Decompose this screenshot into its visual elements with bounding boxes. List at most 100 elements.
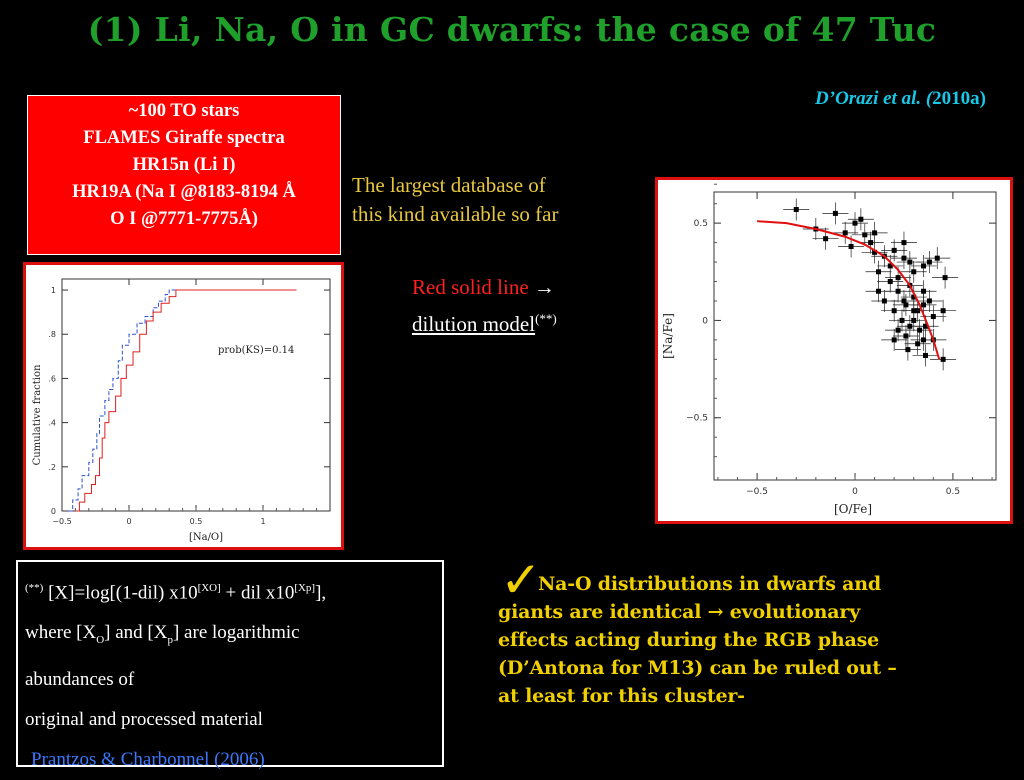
- data-point: [921, 302, 927, 308]
- data-point: [903, 333, 909, 339]
- data-point: [891, 247, 897, 253]
- conclusion-line: giants are identical → evolutionary: [498, 601, 861, 623]
- data-point: [862, 232, 868, 238]
- formula-line-4: original and processed material: [25, 709, 263, 731]
- data-point: [940, 356, 946, 362]
- y-tick-label: .6: [48, 374, 56, 383]
- data-point: [901, 240, 907, 246]
- y-axis-label: [Na/Fe]: [661, 313, 675, 359]
- data-point: [926, 259, 932, 265]
- x-tick-label: 0: [126, 517, 131, 526]
- conclusion-line: at least for this cluster-: [498, 685, 745, 707]
- formula-text: + dil x10: [220, 582, 295, 604]
- data-point: [901, 255, 907, 261]
- cumulative-fraction-plot: −0.5 0 0.5 1 0.2.4.6.8 1 prob(KS)=0.14 [Na/O] Cu…: [23, 262, 344, 550]
- plot-frame: [61, 278, 331, 512]
- data-point: [887, 279, 893, 285]
- y-tick-label: 0: [702, 316, 708, 326]
- data-point: [887, 263, 893, 269]
- database-note-line: this kind available so far: [352, 202, 559, 226]
- observations-box: ~100 TO stars FLAMES Giraffe spectra HR1…: [27, 95, 341, 255]
- data-point: [911, 308, 917, 314]
- y-tick-label: −0.5: [686, 414, 708, 424]
- data-point: [923, 323, 928, 329]
- data-point: [891, 308, 897, 314]
- dilution-model-label: dilution model: [412, 312, 536, 336]
- data-point: [858, 216, 864, 222]
- na-o-chart: −0.5 0 0.5 −0.5 0 0.5 [O/Fe] [Na/Fe]: [661, 183, 997, 516]
- ks-annotation: prob(KS)=0.14: [218, 345, 294, 356]
- x-tick-label: −0.5: [746, 487, 768, 497]
- plot-frame: [713, 191, 997, 481]
- x-tick-label: 0.5: [946, 487, 960, 497]
- data-point: [911, 269, 917, 275]
- formula-subscript: p: [167, 634, 173, 647]
- data-point: [872, 230, 878, 236]
- data-point: [895, 288, 901, 294]
- conclusion-line: effects acting during the RGB phase: [498, 629, 879, 651]
- x-axis-label: [Na/O]: [189, 532, 223, 543]
- data-point: [923, 352, 928, 358]
- red-line-label: Red solid line: [412, 275, 534, 299]
- data-point: [903, 302, 909, 308]
- data-point: [852, 220, 858, 226]
- data-point: [926, 298, 932, 304]
- y-tick-label: .4: [48, 419, 56, 428]
- formula-exponent: [XO]: [197, 582, 221, 594]
- citation: D’Orazi et al. (2010a): [815, 88, 986, 110]
- citation-year: 2010a): [932, 88, 986, 109]
- data-point: [842, 230, 848, 236]
- y-tick-label: 0.5: [694, 219, 708, 229]
- formula-subscript: O: [96, 634, 105, 647]
- data-point: [930, 314, 936, 320]
- checkmark-icon: ✓: [500, 551, 542, 609]
- formula-line-3: abundances of: [25, 669, 135, 691]
- data-point: [848, 243, 854, 249]
- formula-text: where [X: [25, 622, 97, 644]
- cdf-chart: −0.5 0 0.5 10.2.4.6.81prob(KS)=0.14[Na/O]Cu…: [32, 278, 331, 543]
- data-point: [872, 249, 878, 255]
- data-point: [895, 275, 901, 281]
- observations-line: ~100 TO stars: [128, 101, 240, 121]
- data-point: [907, 259, 913, 265]
- data-point: [823, 236, 829, 242]
- y-tick-label: 0: [51, 507, 56, 516]
- data-point: [921, 288, 927, 294]
- y-tick-label: .8: [48, 330, 56, 339]
- data-point: [940, 308, 946, 314]
- x-tick-label: 0.5: [190, 517, 203, 526]
- conclusion-text: Na-O distributions in dwarfs and giants …: [498, 570, 968, 710]
- formula-mark: (**): [25, 582, 44, 594]
- formula-text: [X]=log[(1-dil) x10: [43, 582, 198, 604]
- y-axis-label: Cumulative fraction: [32, 364, 43, 465]
- database-note-line: The largest database of: [352, 173, 546, 197]
- data-point: [895, 327, 901, 333]
- dilution-model-curve: [757, 220, 941, 360]
- data-point: [876, 288, 881, 294]
- x-axis-label: [O/Fe]: [834, 502, 872, 516]
- arrow-icon: →: [533, 275, 555, 299]
- data-point: [917, 327, 923, 333]
- data-point: [921, 337, 927, 343]
- observations-line: FLAMES Giraffe spectra: [83, 128, 285, 148]
- x-tick-label: 0: [852, 487, 858, 497]
- conclusion-line: Na-O distributions in dwarfs and: [538, 573, 881, 595]
- data-point: [915, 341, 921, 347]
- formula-reference: Prantzos & Charbonnel (2006): [31, 749, 265, 771]
- conclusion-line: (D’Antona for M13) can be ruled out –: [498, 657, 897, 679]
- formula-line-1: (**) [X]=log[(1-dil) x10[XO] + dil x10[X…: [25, 568, 442, 613]
- y-tick-label: .2: [48, 463, 56, 472]
- data-point: [911, 294, 917, 300]
- formula-text: ] and [X: [104, 622, 168, 644]
- formula-text: ] are logarithmic: [172, 622, 300, 644]
- data-point: [793, 207, 799, 213]
- data-point: [934, 255, 940, 261]
- observations-line: O I @7771-7775Å): [110, 209, 258, 229]
- observations-line: HR15n (Li I): [132, 155, 236, 175]
- citation-authors: D’Orazi et al. (: [815, 88, 933, 109]
- data-point: [907, 323, 913, 329]
- data-point: [832, 210, 838, 216]
- cdf-series-line: [68, 289, 297, 512]
- footnote-mark: (**): [535, 311, 557, 326]
- x-tick-label: −0.5: [52, 517, 71, 526]
